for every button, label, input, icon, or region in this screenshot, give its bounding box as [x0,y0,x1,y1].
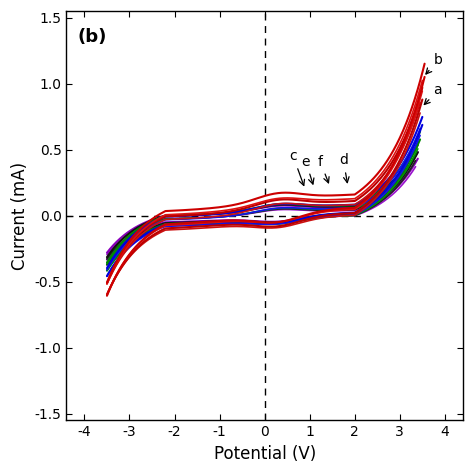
X-axis label: Potential (V): Potential (V) [213,445,316,463]
Text: f: f [318,155,329,183]
Y-axis label: Current (mA): Current (mA) [11,162,29,270]
Text: b: b [426,53,442,74]
Text: (b): (b) [78,28,107,46]
Text: e: e [301,155,314,184]
Text: a: a [424,83,442,104]
Text: d: d [339,153,349,182]
Text: c: c [290,149,304,185]
